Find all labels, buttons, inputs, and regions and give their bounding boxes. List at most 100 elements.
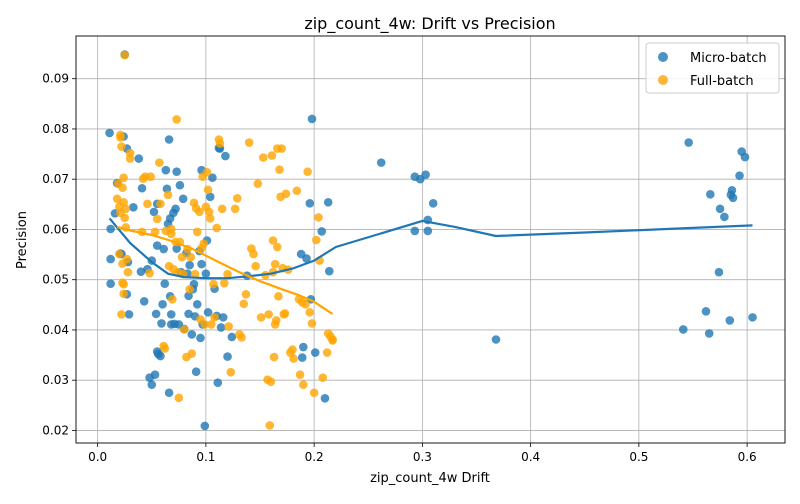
full-batch-point xyxy=(322,348,332,357)
full-batch-point xyxy=(309,388,319,398)
micro-batch-point xyxy=(203,308,213,317)
full-batch-point xyxy=(239,299,249,309)
micro-batch-point xyxy=(149,207,159,217)
full-batch-point xyxy=(160,344,170,353)
full-batch-point xyxy=(253,179,263,189)
full-batch-point xyxy=(203,185,213,195)
micro-batch-point xyxy=(706,189,715,199)
micro-batch-point xyxy=(701,307,711,316)
full-batch-point xyxy=(205,214,215,223)
full-batch-point xyxy=(192,227,202,237)
micro-batch-point xyxy=(166,310,176,319)
full-batch-point xyxy=(207,320,216,329)
full-batch-point xyxy=(185,284,194,294)
trend-layer xyxy=(108,217,753,315)
full-batch-point xyxy=(123,267,133,277)
full-batch-point xyxy=(199,239,209,248)
full-batch-point xyxy=(195,207,204,217)
micro-batch-point xyxy=(172,167,181,176)
micro-batch-point xyxy=(227,332,237,342)
micro-batch-point xyxy=(324,266,334,276)
full-batch-point xyxy=(269,352,279,362)
micro-batch-point xyxy=(323,198,333,207)
full-batch-point xyxy=(318,373,328,382)
full-batch-point xyxy=(258,153,268,162)
micro-batch-point xyxy=(106,224,115,234)
full-batch-point xyxy=(200,320,210,329)
full-batch-point xyxy=(156,199,165,209)
full-batch-point xyxy=(328,335,337,344)
micro-batch-point xyxy=(147,380,157,390)
y-tick-label: 0.08 xyxy=(42,122,69,136)
full-batch-point xyxy=(204,207,214,217)
full-batch-point xyxy=(301,300,310,309)
y-tick-label: 0.06 xyxy=(42,222,69,236)
micro-batch-point xyxy=(201,269,211,278)
full-batch-point xyxy=(172,115,181,124)
y-axis-label: Precision xyxy=(15,211,30,269)
full-batch-point xyxy=(114,249,124,259)
x-tick-label: 0.6 xyxy=(738,450,757,464)
full-batch-point xyxy=(277,144,286,153)
plot-frame xyxy=(75,35,786,444)
micro-batch-point xyxy=(197,259,206,269)
y-tick-label: 0.09 xyxy=(42,72,69,86)
micro-batch-point xyxy=(172,244,181,253)
micro-batch-point xyxy=(185,260,194,270)
micro-batch-point xyxy=(684,138,693,147)
full-batch-point xyxy=(288,345,297,354)
full-batch-point xyxy=(187,349,197,358)
full-batch-point xyxy=(146,172,155,181)
full-batch-point xyxy=(212,223,222,233)
full-batch-point xyxy=(125,148,135,158)
micro-batch-point xyxy=(221,151,230,161)
micro-batch-point xyxy=(152,241,162,250)
full-batch-point xyxy=(116,133,125,142)
full-batch-point xyxy=(117,310,126,319)
micro-batch-point xyxy=(160,279,170,289)
micro-batch-point xyxy=(139,297,149,306)
micro-batch-point xyxy=(187,330,197,339)
micro-batch-point xyxy=(748,313,757,322)
full-batch-point xyxy=(273,242,282,252)
full-batch-point xyxy=(112,194,122,204)
micro-batch-point xyxy=(725,316,735,325)
full-batch-point xyxy=(118,183,127,193)
full-batch-point xyxy=(202,167,212,177)
micro-batch-point xyxy=(735,171,744,180)
full-batch-point xyxy=(119,289,128,299)
full-batch-point xyxy=(119,279,128,289)
y-tick-label: 0.03 xyxy=(42,373,69,387)
micro-batch-point xyxy=(205,192,215,202)
full-batch-point xyxy=(155,158,164,167)
full-batch-point xyxy=(224,322,233,331)
legend: Micro-batch Full-batch xyxy=(645,42,780,94)
full-batch-point xyxy=(119,198,128,207)
micro-batch-point xyxy=(740,152,750,162)
micro-batch-point xyxy=(678,325,688,334)
full-batch-point xyxy=(226,367,236,377)
micro-batch-point xyxy=(124,310,134,319)
micro-batch-point xyxy=(310,348,320,357)
full-batch-point xyxy=(232,193,242,203)
micro-batch-point xyxy=(105,128,114,138)
full-batch-point xyxy=(223,269,232,279)
legend-marker-micro-batch xyxy=(658,52,668,62)
full-batch-point xyxy=(152,214,162,224)
full-batch-point xyxy=(166,229,176,239)
micro-batch-point xyxy=(423,226,433,236)
micro-batch-trend-line xyxy=(108,217,753,280)
micro-batch-point xyxy=(137,183,147,193)
full-batch-point xyxy=(314,213,323,222)
full-batch-point xyxy=(121,204,131,214)
full-batch-point xyxy=(143,199,152,209)
micro-batch-point xyxy=(302,254,311,263)
micro-batch-point xyxy=(158,300,167,309)
micro-batch-point xyxy=(223,352,232,361)
micro-batch-point xyxy=(200,421,210,431)
full-batch-point xyxy=(264,310,273,319)
full-batch-point xyxy=(251,261,260,271)
legend-label-micro-batch: Micro-batch xyxy=(690,51,767,66)
full-batch-point xyxy=(271,316,281,325)
micro-batch-point xyxy=(297,353,307,362)
